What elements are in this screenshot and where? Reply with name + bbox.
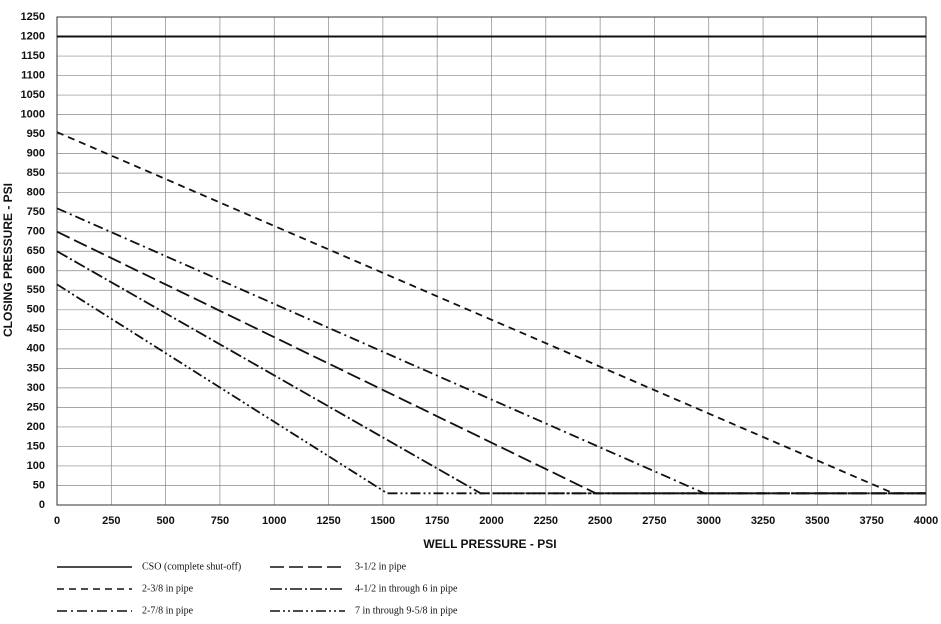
x-tick-label: 4000 [914,515,938,527]
x-tick-label: 3750 [859,515,883,527]
y-tick-label: 200 [27,421,45,433]
y-tick-label: 950 [27,128,45,140]
x-tick-label: 2750 [642,515,666,527]
y-tick-label: 1050 [21,89,45,101]
legend-label: 7 in through 9-5/8 in pipe [355,605,458,616]
y-tick-label: 300 [27,382,45,394]
x-tick-label: 1000 [262,515,286,527]
y-tick-label: 1200 [21,30,45,42]
y-tick-label: 800 [27,187,45,199]
y-tick-label: 100 [27,460,45,472]
y-tick-label: 0 [39,499,45,511]
x-tick-label: 250 [102,515,120,527]
x-tick-label: 1500 [371,515,395,527]
y-tick-label: 50 [33,479,45,491]
x-tick-label: 1250 [316,515,340,527]
y-tick-label: 750 [27,206,45,218]
x-tick-label: 2000 [479,515,503,527]
y-tick-label: 450 [27,323,45,335]
x-tick-label: 500 [156,515,174,527]
y-tick-label: 400 [27,343,45,355]
plot-frame [56,16,927,506]
x-tick-label: 2250 [534,515,558,527]
y-tick-label: 850 [27,167,45,179]
line [56,131,926,495]
x-tick-label: 3250 [751,515,775,527]
y-tick-label: 600 [27,265,45,277]
x-tick-label: 750 [211,515,229,527]
y-tick-label: 700 [27,226,45,238]
y-tick-label: 1250 [21,11,45,23]
x-tick-label: 3500 [805,515,829,527]
y-tick-label: 1150 [21,50,45,62]
y-tick-label: 500 [27,304,45,316]
legend-label: 3-1/2 in pipe [355,561,407,572]
y-tick-label: 650 [27,245,45,257]
y-tick-label: 1000 [21,109,45,121]
legend-label: CSO (complete shut-off) [142,561,241,572]
x-axis-label: WELL PRESSURE - PSI [423,537,556,551]
y-tick-label: 350 [27,362,45,374]
y-tick-label: 150 [27,440,45,452]
y-tick-label: 1100 [21,69,45,81]
legend-label: 4-1/2 in through 6 in pipe [355,583,458,594]
x-tick-label: 0 [54,515,60,527]
legend-label: 2-7/8 in pipe [142,605,194,616]
y-tick-label: 250 [27,401,45,413]
x-tick-label: 3000 [697,515,721,527]
y-tick-label: 900 [27,148,45,160]
legend-label: 2-3/8 in pipe [142,583,194,594]
line [56,283,926,495]
y-axis-label: CLOSING PRESSURE - PSI [1,183,15,337]
x-tick-label: 2500 [588,515,612,527]
x-tick-label: 1750 [425,515,449,527]
y-tick-label: 550 [27,284,45,296]
